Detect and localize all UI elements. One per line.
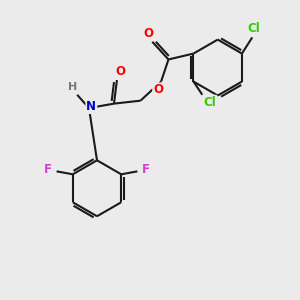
Text: Cl: Cl [247,22,260,35]
Text: F: F [44,164,52,176]
Text: H: H [68,82,77,92]
Text: O: O [115,65,125,78]
Text: O: O [144,27,154,40]
Text: F: F [142,164,150,176]
Text: N: N [86,100,96,113]
Text: Cl: Cl [203,96,216,109]
Text: O: O [153,83,163,96]
